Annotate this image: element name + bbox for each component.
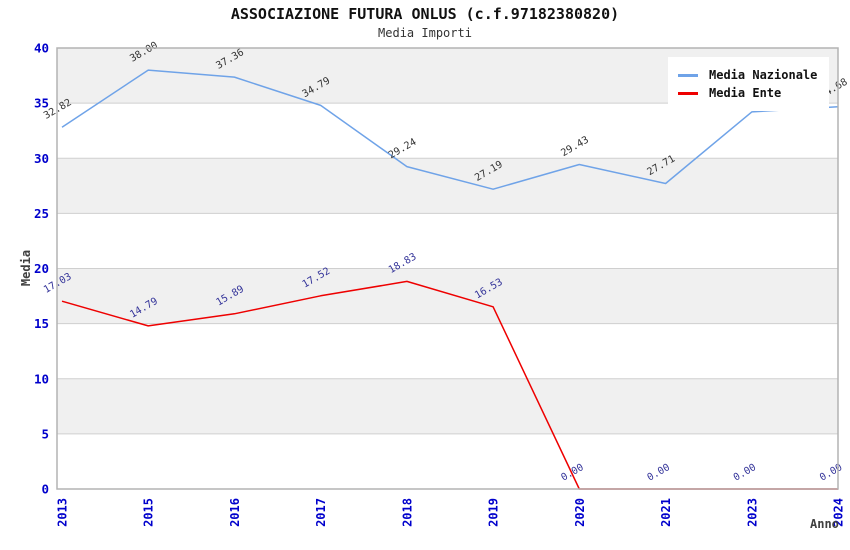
x-tick-label: 2020 xyxy=(573,498,587,527)
y-tick-label: 10 xyxy=(34,371,49,386)
legend-item-media-nazionale: Media Nazionale xyxy=(678,68,817,82)
legend: Media Nazionale Media Ente xyxy=(668,57,830,111)
grid-band xyxy=(57,158,838,214)
legend-swatch-blue xyxy=(678,73,698,77)
y-tick-label: 15 xyxy=(34,316,49,331)
x-tick-label: 2017 xyxy=(314,498,328,527)
y-tick-label: 0 xyxy=(41,482,49,497)
legend-label: Media Ente xyxy=(709,86,782,100)
data-label: 0.00 xyxy=(732,462,758,484)
grid-band xyxy=(57,378,838,434)
legend-item-media-ente: Media Ente xyxy=(678,86,817,100)
y-tick-label: 30 xyxy=(34,151,49,166)
data-label: 0.00 xyxy=(559,462,585,484)
series-line-media-nazionale xyxy=(61,69,839,190)
y-tick-label: 40 xyxy=(34,41,49,56)
x-tick-label: 2023 xyxy=(745,498,759,527)
data-label: 29.24 xyxy=(387,137,419,162)
data-label: 0.00 xyxy=(818,462,844,484)
x-tick-label: 2021 xyxy=(659,498,673,527)
y-tick-label: 20 xyxy=(34,261,49,276)
plot-frame xyxy=(56,47,839,490)
chart-title: ASSOCIAZIONE FUTURA ONLUS (c.f.971823808… xyxy=(230,5,620,23)
legend-swatch-red xyxy=(678,91,698,95)
x-tick-label: 2016 xyxy=(228,498,242,527)
data-label: 0.00 xyxy=(646,462,672,484)
y-tick-label: 35 xyxy=(34,96,49,111)
y-axis-title: Media xyxy=(19,249,33,287)
data-label: 29.43 xyxy=(559,135,591,160)
x-tick-label: 2018 xyxy=(400,498,414,527)
x-axis-title: Anno xyxy=(810,517,839,531)
x-tick-label: 2015 xyxy=(142,498,156,527)
y-tick-label: 25 xyxy=(34,206,49,221)
x-tick-label: 2013 xyxy=(56,498,70,527)
y-tick-label: 5 xyxy=(41,426,49,441)
legend-label: Media Nazionale xyxy=(709,68,818,82)
grid-band xyxy=(57,268,838,324)
x-tick-label: 2019 xyxy=(487,498,501,527)
chart-subtitle: Media Importi xyxy=(378,26,472,40)
x-tick-label: 2024 xyxy=(832,498,846,527)
